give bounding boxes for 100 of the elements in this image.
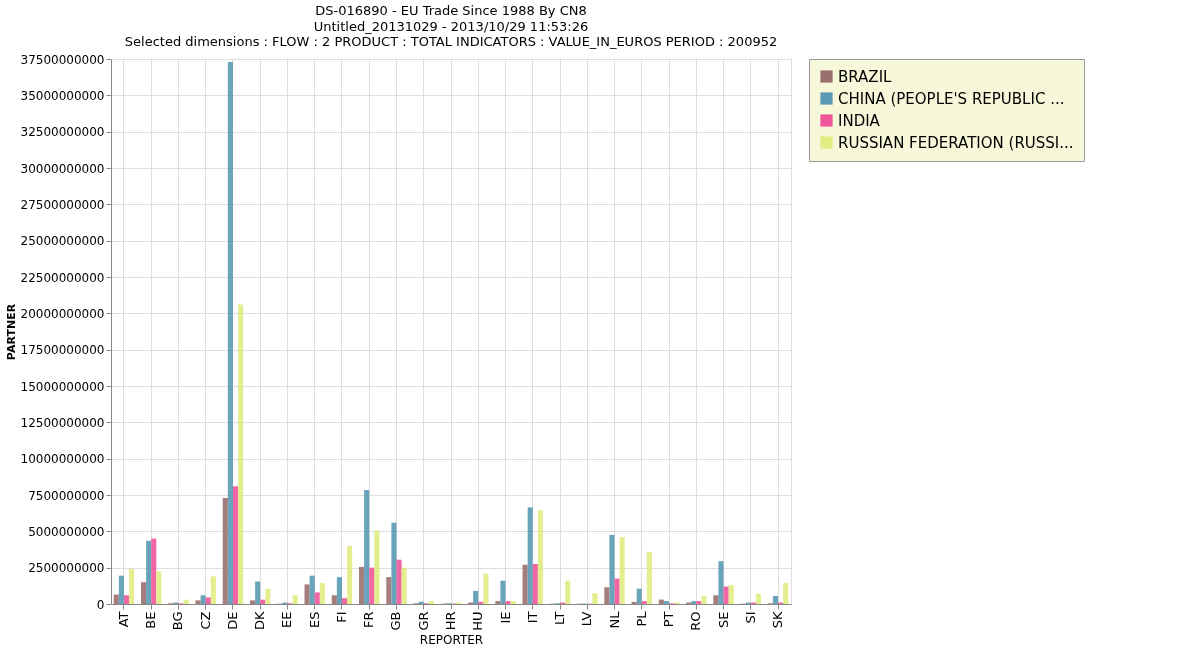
x-tick-label: LT — [552, 611, 568, 625]
x-tick-label: SI — [742, 611, 758, 624]
bar — [527, 507, 533, 604]
bar — [418, 601, 424, 604]
bar — [210, 576, 216, 604]
bar — [347, 545, 353, 604]
bar — [195, 600, 201, 604]
bar — [391, 522, 397, 604]
bar — [691, 601, 697, 604]
x-tick-label: RO — [688, 611, 704, 631]
bar — [364, 489, 370, 604]
x-tick-label: PT — [661, 611, 677, 628]
bar — [309, 575, 315, 604]
bar — [222, 497, 228, 604]
y-tick-label: 30000000000 — [20, 161, 105, 176]
bar — [609, 534, 615, 604]
bar — [359, 566, 365, 604]
bar — [260, 599, 266, 604]
bar — [331, 595, 337, 604]
bar — [265, 588, 271, 604]
bar — [140, 582, 147, 604]
bar — [205, 597, 211, 604]
chart-subtitle: Untitled_20131029 - 2013/10/29 11:53:26 Selected dimensions : FLOW : 2 PRODUCT : TOTAL INDICATORS : VALUE_IN_EUROS PERIOD : 200952 — [124, 19, 778, 49]
x-tick-label: FI — [333, 611, 349, 623]
y-axis-title: PARTNER — [4, 303, 18, 361]
x-tick-label: EE — [279, 611, 295, 628]
bar — [250, 600, 256, 604]
bar — [755, 593, 762, 604]
y-tick-label: 17500000000 — [20, 343, 105, 358]
x-tick-label: HU — [470, 611, 486, 631]
bar — [537, 510, 543, 604]
bar — [701, 596, 707, 604]
bar — [631, 601, 637, 604]
bar — [500, 580, 506, 604]
bar — [663, 601, 670, 604]
bar — [641, 601, 647, 604]
y-tick-label: 7500000000 — [28, 488, 105, 503]
bar — [314, 592, 320, 604]
bar — [505, 601, 511, 604]
bar — [772, 596, 779, 604]
x-tick-label: GR — [415, 611, 431, 631]
x-tick-label: NL — [606, 610, 622, 629]
x-tick-label: SK — [770, 611, 786, 629]
bar — [123, 595, 130, 604]
bar — [723, 586, 729, 604]
bar — [592, 593, 598, 604]
bar — [473, 590, 479, 604]
y-tick-label: 22500000000 — [20, 270, 105, 285]
y-tick-label: 35000000000 — [20, 88, 105, 103]
bar — [428, 601, 434, 604]
bar — [319, 582, 325, 604]
y-tick-label: 2500000000 — [28, 561, 105, 576]
x-tick-label: SE — [715, 611, 731, 628]
bar — [374, 530, 380, 604]
x-tick-label: ES — [306, 611, 322, 628]
bar — [401, 567, 407, 604]
x-tick-label: CZ — [197, 611, 213, 630]
chart-title: DS-016890 - EU Trade Since 1988 By CN8 — [315, 3, 587, 18]
bar — [728, 585, 734, 604]
x-tick-label: IT — [524, 611, 540, 624]
bar — [118, 575, 124, 604]
x-tick-label: DK — [252, 611, 268, 631]
bar — [304, 584, 310, 604]
bar — [478, 601, 484, 604]
bar — [255, 581, 261, 604]
bar — [113, 594, 119, 604]
x-tick-label: FR — [361, 611, 377, 629]
bar — [604, 587, 610, 604]
x-tick-label: AT — [115, 611, 131, 628]
x-tick-label: HR — [443, 611, 458, 631]
bar — [200, 595, 206, 604]
y-tick-label: 0 — [96, 597, 105, 612]
bar — [713, 595, 719, 604]
bar — [510, 601, 516, 604]
y-tick-label: 32500000000 — [20, 125, 105, 140]
bar — [614, 578, 620, 604]
x-tick-label: DE — [224, 611, 240, 630]
bar — [646, 551, 652, 604]
y-tick-label: 27500000000 — [20, 197, 105, 212]
x-tick-label: LV — [579, 611, 595, 627]
bar — [336, 577, 342, 604]
bar — [386, 577, 392, 604]
bar — [369, 567, 375, 604]
bar — [696, 601, 702, 604]
y-tick-label: 10000000000 — [20, 452, 105, 467]
bar — [619, 537, 625, 604]
bar — [227, 61, 233, 604]
x-tick-label: BE — [143, 611, 159, 629]
y-tick-label: 15000000000 — [20, 379, 105, 394]
bar — [232, 486, 239, 604]
bar — [495, 601, 501, 604]
y-tick-label: 20000000000 — [20, 306, 105, 321]
y-tick-label: 5000000000 — [28, 524, 105, 539]
bar — [151, 538, 157, 604]
x-tick-label: PL — [633, 610, 649, 627]
bar — [565, 580, 571, 604]
bar — [396, 559, 402, 604]
bar — [129, 569, 135, 604]
bar — [522, 564, 528, 604]
bar — [156, 571, 162, 604]
